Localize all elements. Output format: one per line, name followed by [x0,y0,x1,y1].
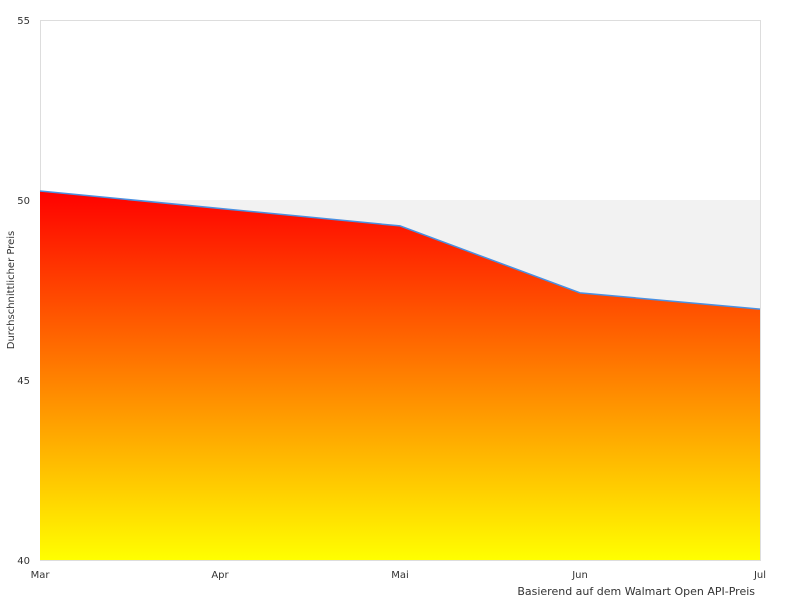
x-tick-label: Jul [753,570,766,581]
y-tick-label: 45 [17,376,30,387]
x-tick-label: Mar [31,570,51,581]
x-tick-label: Apr [211,570,229,581]
credit-text: Basierend auf dem Walmart Open API-Preis [517,585,755,598]
y-tick-label: 50 [17,196,30,207]
x-tick-label: Jun [571,570,588,581]
y-tick-label: 40 [17,556,30,567]
y-axis-title: Durchschnittlicher Preis [6,231,17,350]
y-tick-label: 55 [17,16,30,27]
area-fill [40,191,760,560]
series-line [39,190,761,310]
x-tick-label: Mai [391,570,409,581]
